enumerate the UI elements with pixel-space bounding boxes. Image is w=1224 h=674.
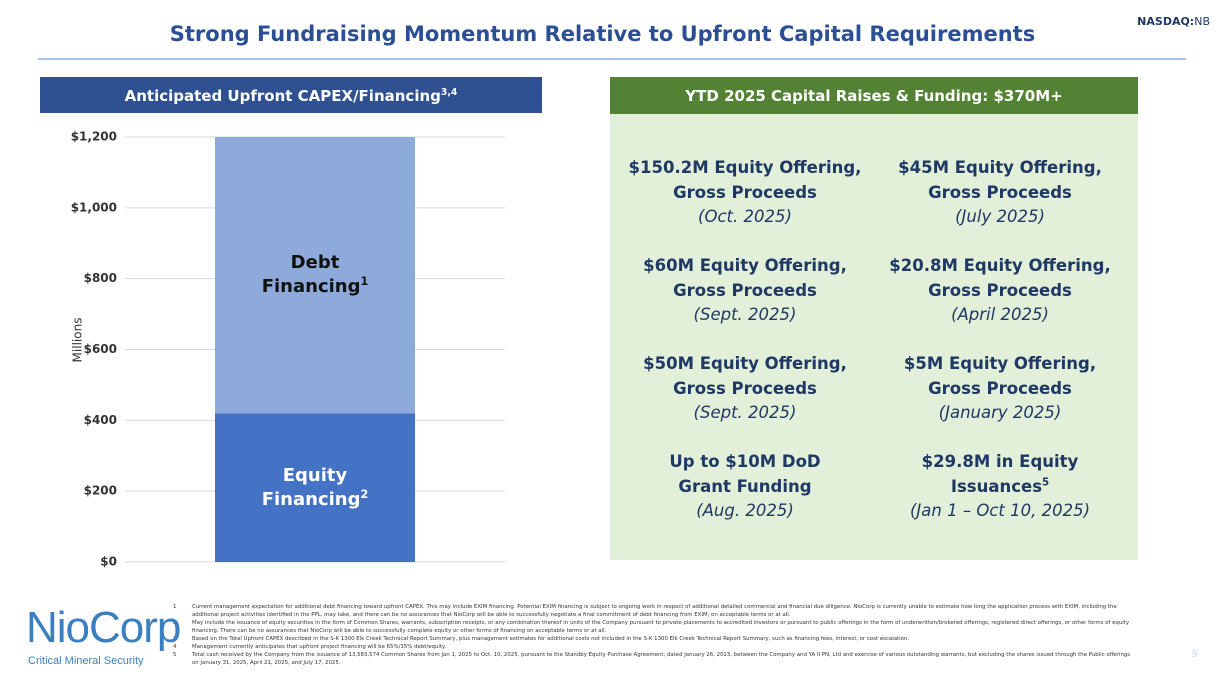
- item-line: Gross Proceeds: [615, 181, 875, 206]
- item-line-text: Up to $10M DoD: [669, 452, 821, 471]
- segment-label: Equity Financing2: [255, 464, 375, 512]
- footnote-text: Management currently anticipates that up…: [192, 644, 447, 650]
- item-line: Gross Proceeds: [615, 279, 875, 304]
- footnote-text: Current management expectation for addit…: [192, 604, 1117, 618]
- item-line: $150.2M Equity Offering,: [615, 156, 875, 181]
- y-tick-label: $0: [100, 555, 117, 569]
- item-line: $29.8M in Equity: [870, 450, 1130, 475]
- right-panel-header: YTD 2025 Capital Raises & Funding: $370M…: [610, 77, 1138, 114]
- item-line-text: Gross Proceeds: [928, 280, 1072, 300]
- funding-item: $20.8M Equity Offering, Gross Proceeds (Ap…: [870, 254, 1130, 328]
- item-line-text: Grant Funding: [678, 476, 812, 496]
- item-line-text: Gross Proceeds: [673, 378, 817, 398]
- item-line-text: $50M Equity Offering,: [643, 354, 847, 373]
- item-line-text: $60M Equity Offering,: [643, 256, 847, 275]
- funding-item: $5M Equity Offering, Gross Proceeds (Janua…: [870, 352, 1130, 426]
- footnote-text: Based on the Total Upfront CAPEX describ…: [192, 636, 910, 642]
- item-date: (Jan 1 – Oct 10, 2025): [909, 501, 1091, 520]
- funding-item: $45M Equity Offering, Gross Proceeds (July…: [870, 156, 1130, 230]
- y-tick-label: $800: [84, 271, 117, 285]
- funding-item: $29.8M in Equity Issuances5 (Jan 1 – Oct 1…: [870, 450, 1130, 524]
- item-line: Issuances5: [870, 475, 1130, 500]
- footnote-text: May include the issuance of equity secur…: [192, 620, 1130, 634]
- funding-item: $50M Equity Offering, Gross Proceeds (Sept…: [615, 352, 875, 426]
- item-line-text: $5M Equity Offering,: [903, 354, 1097, 373]
- page-number: 9: [1191, 649, 1198, 660]
- item-date: (Sept. 2025): [693, 305, 797, 324]
- y-tick-label: $1,200: [71, 130, 117, 144]
- footnote-number: 3: [173, 636, 177, 642]
- item-line-text: $45M Equity Offering,: [898, 158, 1102, 177]
- y-tick-label: $600: [84, 342, 117, 356]
- item-line-text: Gross Proceeds: [673, 182, 817, 202]
- item-line: $20.8M Equity Offering,: [870, 254, 1130, 279]
- item-line-text: Issuances: [950, 476, 1043, 496]
- logo: NioCorp: [26, 603, 181, 652]
- funding-item: $60M Equity Offering, Gross Proceeds (Sept…: [615, 254, 875, 328]
- item-line: Up to $10M DoD: [615, 450, 875, 475]
- footnotes: 1 Current management expectation for addi…: [173, 603, 1138, 674]
- footnote: 2 May include the issuance of equity secu…: [173, 619, 1138, 635]
- item-date: (January 2025): [938, 403, 1062, 422]
- item-date: (July 2025): [955, 207, 1045, 226]
- y-axis-label: Millions: [71, 318, 85, 363]
- y-tick-label: $1,000: [71, 200, 117, 214]
- item-line-text: $29.8M in Equity: [921, 452, 1079, 471]
- footnote: 4 Management currently anticipates that u…: [173, 643, 1138, 651]
- item-line: $45M Equity Offering,: [870, 156, 1130, 181]
- item-line-text: Gross Proceeds: [928, 378, 1072, 398]
- segment-name: Debt Financing: [261, 252, 361, 298]
- segment-name: Equity Financing: [261, 464, 361, 510]
- footnote-number: 5: [173, 652, 177, 658]
- item-line: Grant Funding: [615, 475, 875, 500]
- segment-note: 1: [360, 275, 369, 289]
- item-line: Gross Proceeds: [615, 377, 875, 402]
- y-tick-label: $400: [84, 413, 117, 427]
- segment-label: Debt Financing1: [255, 251, 375, 299]
- logo-tagline: Critical Mineral Security: [28, 655, 144, 667]
- footnote: 5 Total cash received by the Company from…: [173, 651, 1138, 667]
- bar-segment: [215, 137, 415, 414]
- footnote: 3 Based on the Total Upfront CAPEX descri…: [173, 635, 1138, 643]
- segment-note: 2: [360, 487, 369, 501]
- funding-item: Up to $10M DoD Grant Funding (Aug. 2025): [615, 450, 875, 524]
- footnote-number: 4: [173, 644, 177, 650]
- footnote-text: Total cash received by the Company from …: [192, 652, 1131, 666]
- y-tick-label: $200: [84, 484, 117, 498]
- item-line: Gross Proceeds: [870, 377, 1130, 402]
- ticker: NASDAQ:NB: [1137, 15, 1210, 28]
- slide-title: Strong Fundraising Momentum Relative to …: [169, 22, 1036, 46]
- item-line: Gross Proceeds: [870, 181, 1130, 206]
- footnote: 1 Current management expectation for addi…: [173, 603, 1138, 619]
- item-date: (Sept. 2025): [693, 403, 797, 422]
- item-line-text: Gross Proceeds: [673, 280, 817, 300]
- item-line-text: Gross Proceeds: [928, 182, 1072, 202]
- ticker-prefix: NASDAQ:: [1137, 15, 1195, 28]
- bar-segment: [215, 413, 415, 562]
- title-rule: [38, 58, 1186, 60]
- item-line-text: $150.2M Equity Offering,: [628, 158, 862, 177]
- ticker-symbol: NB: [1194, 15, 1210, 28]
- item-date: (April 2025): [951, 305, 1049, 324]
- left-panel-note: 3,4: [440, 87, 458, 98]
- left-panel-title: Anticipated Upfront CAPEX/Financing: [124, 87, 441, 105]
- footnote-number: 2: [173, 620, 177, 626]
- item-line-text: $20.8M Equity Offering,: [889, 256, 1111, 275]
- right-panel: $150.2M Equity Offering, Gross Proceeds (O…: [610, 114, 1138, 560]
- footnote-number: 1: [173, 604, 177, 610]
- item-line: $50M Equity Offering,: [615, 352, 875, 377]
- funding-item: $150.2M Equity Offering, Gross Proceeds (O…: [615, 156, 875, 230]
- item-note: 5: [1042, 477, 1050, 488]
- item-date: (Aug. 2025): [696, 501, 794, 520]
- item-date: (Oct. 2025): [698, 207, 792, 226]
- item-line: $5M Equity Offering,: [870, 352, 1130, 377]
- item-line: Gross Proceeds: [870, 279, 1130, 304]
- left-panel-header: Anticipated Upfront CAPEX/Financing3,4: [40, 77, 542, 113]
- item-line: $60M Equity Offering,: [615, 254, 875, 279]
